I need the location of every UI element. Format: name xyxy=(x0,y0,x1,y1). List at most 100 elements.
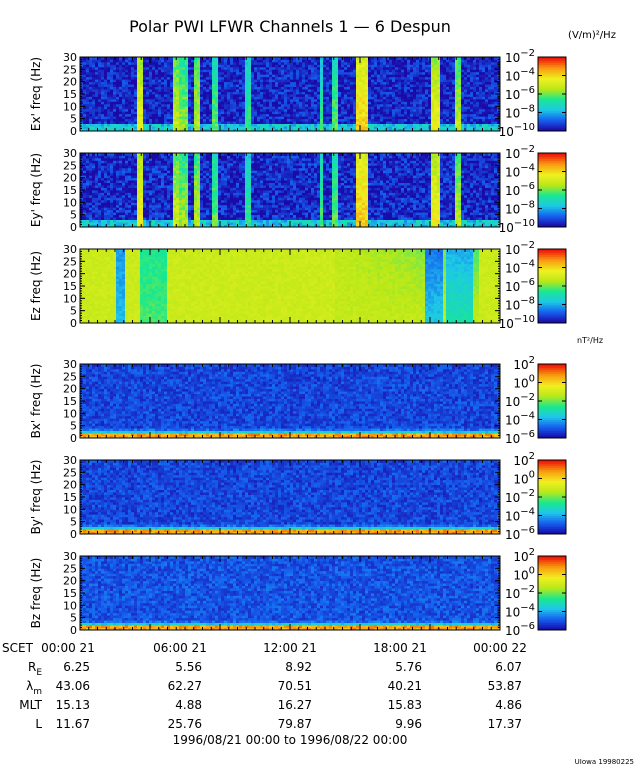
heatmap-cell xyxy=(464,114,467,117)
heatmap-cell xyxy=(455,72,458,75)
heatmap-cell xyxy=(287,94,290,97)
heatmap-cell xyxy=(248,116,251,119)
heatmap-cell xyxy=(242,84,245,87)
heatmap-cell xyxy=(209,84,212,87)
heatmap-cell xyxy=(350,87,353,90)
heatmap-cell xyxy=(197,59,200,62)
heatmap-cell xyxy=(107,210,110,213)
heatmap-cell xyxy=(449,121,452,124)
heatmap-cell xyxy=(272,87,275,90)
heatmap-cell xyxy=(443,99,446,102)
heatmap-cell xyxy=(329,77,332,80)
heatmap-cell xyxy=(296,99,299,102)
heatmap-cell xyxy=(134,217,137,220)
heatmap-cell xyxy=(263,96,266,99)
heatmap-cell xyxy=(470,121,473,124)
heatmap-cell xyxy=(104,106,107,109)
heatmap-cell xyxy=(470,92,473,95)
heatmap-cell xyxy=(191,87,194,90)
heatmap-cell xyxy=(161,84,164,87)
heatmap-cell xyxy=(119,77,122,80)
heatmap-cell xyxy=(221,114,224,117)
heatmap-cell xyxy=(302,106,305,109)
heatmap-cell xyxy=(335,64,338,67)
heatmap-cell xyxy=(281,106,284,109)
heatmap-cell xyxy=(101,72,104,75)
heatmap-cell xyxy=(254,94,257,97)
heatmap-cell xyxy=(260,99,263,102)
heatmap-cell xyxy=(293,94,296,97)
heatmap-cell xyxy=(182,62,185,65)
heatmap-cell xyxy=(431,101,434,104)
heatmap-cell xyxy=(284,126,287,129)
heatmap-cell xyxy=(461,94,464,97)
heatmap-cell xyxy=(440,124,443,127)
heatmap-cell xyxy=(155,124,158,127)
heatmap-cell xyxy=(215,94,218,97)
heatmap-cell xyxy=(158,74,161,77)
heatmap-cell xyxy=(317,94,320,97)
heatmap-cell xyxy=(479,121,482,124)
heatmap-cell xyxy=(392,94,395,97)
heatmap-cell xyxy=(275,59,278,62)
heatmap-cell xyxy=(122,170,125,173)
heatmap-cell xyxy=(452,87,455,90)
heatmap-cell xyxy=(173,74,176,77)
heatmap-cell xyxy=(335,96,338,99)
heatmap-cell xyxy=(326,124,329,127)
heatmap-cell xyxy=(338,106,341,109)
heatmap-cell xyxy=(422,106,425,109)
heatmap-cell xyxy=(257,99,260,102)
heatmap-cell xyxy=(287,121,290,124)
heatmap-cell xyxy=(419,82,422,85)
heatmap-cell xyxy=(308,109,311,112)
heatmap-cell xyxy=(224,104,227,107)
heatmap-cell xyxy=(230,111,233,114)
heatmap-cell xyxy=(434,62,437,65)
heatmap-cell xyxy=(473,87,476,90)
heatmap-cell xyxy=(359,74,362,77)
heatmap-cell xyxy=(449,111,452,114)
heatmap-cell xyxy=(374,79,377,82)
heatmap-cell xyxy=(488,109,491,112)
heatmap-cell xyxy=(362,67,365,70)
heatmap-cell xyxy=(377,74,380,77)
heatmap-cell xyxy=(293,62,296,65)
heatmap-cell xyxy=(299,69,302,72)
heatmap-cell xyxy=(101,126,104,129)
heatmap-cell xyxy=(296,114,299,117)
heatmap-cell xyxy=(344,62,347,65)
heatmap-cell xyxy=(431,106,434,109)
heatmap-cell xyxy=(287,99,290,102)
heatmap-cell xyxy=(413,114,416,117)
heatmap-cell xyxy=(356,74,359,77)
heatmap-cell xyxy=(83,158,86,161)
heatmap-cell xyxy=(269,87,272,90)
heatmap-cell xyxy=(122,188,125,191)
heatmap-cell xyxy=(347,126,350,129)
heatmap-cell xyxy=(278,84,281,87)
heatmap-cell xyxy=(227,99,230,102)
heatmap-cell xyxy=(128,99,131,102)
heatmap-cell xyxy=(362,77,365,80)
heatmap-cell xyxy=(215,116,218,119)
heatmap-cell xyxy=(440,119,443,122)
heatmap-cell xyxy=(401,94,404,97)
heatmap-cell xyxy=(245,89,248,92)
heatmap-cell xyxy=(356,99,359,102)
heatmap-cell xyxy=(137,101,140,104)
heatmap-cell xyxy=(422,99,425,102)
heatmap-cell xyxy=(461,59,464,62)
heatmap-cell xyxy=(200,124,203,127)
heatmap-cell xyxy=(254,114,257,117)
heatmap-cell xyxy=(155,59,158,62)
heatmap-cell xyxy=(230,106,233,109)
heatmap-cell xyxy=(392,96,395,99)
heatmap-cell xyxy=(362,59,365,62)
heatmap-cell xyxy=(311,114,314,117)
heatmap-cell xyxy=(260,109,263,112)
heatmap-cell xyxy=(128,87,131,90)
heatmap-cell xyxy=(308,72,311,75)
heatmap-cell xyxy=(101,74,104,77)
heatmap-cell xyxy=(200,111,203,114)
